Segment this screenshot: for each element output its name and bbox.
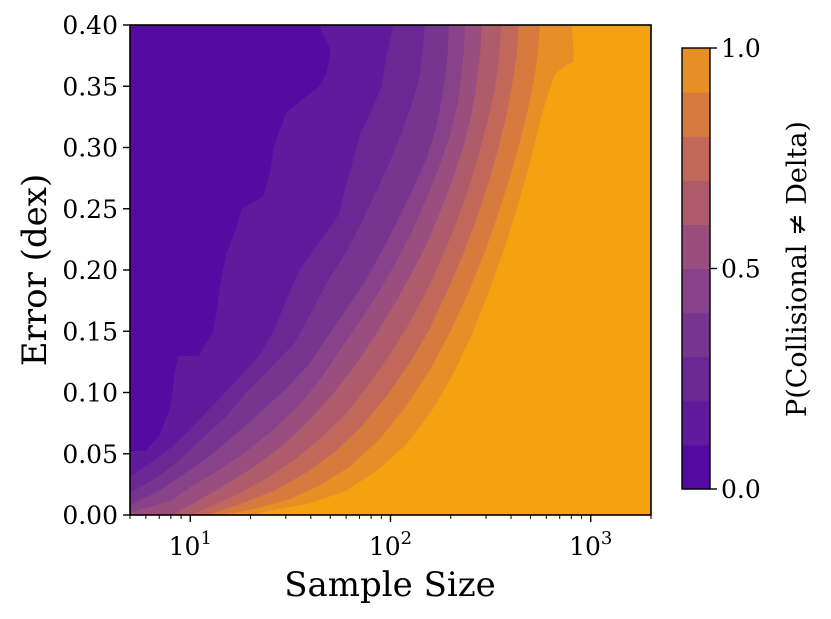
colorbar-label: P(Collisional ≠ Delta) — [782, 121, 813, 417]
colorbar-band — [682, 444, 710, 490]
colorbar-tick-label: 0.5 — [721, 255, 761, 284]
colorbar: 0.0 0.5 1.0 — [682, 34, 761, 504]
x-tick-label: 102 — [369, 528, 412, 561]
y-tick-label: 0.40 — [62, 11, 118, 40]
y-tick-label: 0.00 — [62, 501, 118, 530]
x-axis-label: Sample Size — [284, 565, 496, 605]
x-tick-label: 101 — [169, 528, 212, 561]
colorbar-tick-label: 1.0 — [721, 34, 761, 63]
y-tick-label: 0.25 — [62, 195, 118, 224]
colorbar-band — [682, 48, 710, 93]
plot-area — [130, 25, 651, 515]
colorbar-band — [682, 136, 710, 181]
y-axis-label: Error (dex) — [15, 174, 55, 366]
y-axis: 0.00 0.05 0.10 0.15 0.20 0.25 0.30 0.35 0.40 — [62, 11, 130, 530]
x-tick-label: 103 — [569, 528, 612, 561]
colorbar-frame — [681, 47, 711, 490]
contour-band-0 — [130, 25, 331, 452]
y-tick-label: 0.20 — [62, 256, 118, 285]
x-axis: 101 102 103 — [129, 515, 652, 561]
colorbar-band — [682, 400, 710, 446]
y-tick-label: 0.15 — [62, 317, 118, 346]
colorbar-band — [682, 180, 710, 225]
colorbar-band — [682, 224, 710, 270]
y-tick-label: 0.05 — [62, 440, 118, 469]
colorbar-band — [682, 92, 710, 137]
colorbar-band — [682, 268, 710, 314]
y-tick-label: 0.30 — [62, 134, 118, 163]
y-tick-label: 0.35 — [62, 72, 118, 101]
colorbar-band — [682, 356, 710, 402]
colorbar-tick-label: 0.0 — [721, 475, 761, 504]
colorbar-band — [682, 312, 710, 358]
y-tick-label: 0.10 — [62, 379, 118, 408]
